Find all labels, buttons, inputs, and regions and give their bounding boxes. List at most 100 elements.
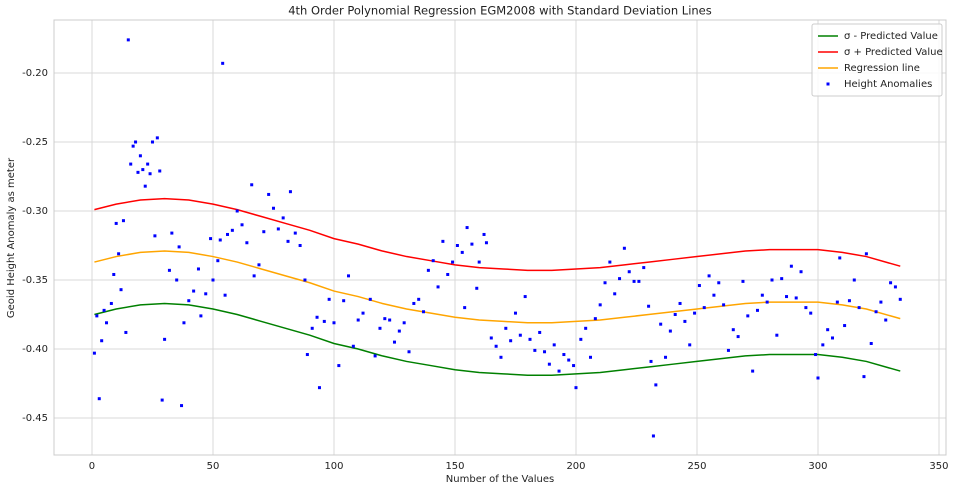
point <box>317 386 321 390</box>
point <box>388 318 392 322</box>
point <box>499 355 503 359</box>
point <box>509 339 513 343</box>
point <box>589 355 593 359</box>
point <box>835 300 839 304</box>
point <box>584 326 588 330</box>
point <box>182 321 186 325</box>
point <box>286 239 290 243</box>
point <box>417 297 421 301</box>
point <box>262 230 266 234</box>
line <box>94 250 901 324</box>
point <box>158 169 162 173</box>
point <box>494 344 498 348</box>
point <box>216 259 220 263</box>
point <box>141 168 145 172</box>
point <box>528 337 532 341</box>
x-tick-label: 200 <box>566 461 585 472</box>
point <box>760 293 764 297</box>
point <box>245 241 249 245</box>
point <box>697 284 701 288</box>
point <box>397 329 401 333</box>
point <box>150 140 154 144</box>
point <box>809 311 813 315</box>
point <box>864 252 868 256</box>
point <box>579 337 583 341</box>
point <box>574 386 578 390</box>
point <box>180 404 184 408</box>
point <box>562 353 566 357</box>
point <box>332 321 336 325</box>
point <box>814 353 818 357</box>
point <box>869 341 873 345</box>
point <box>673 313 677 317</box>
point <box>167 268 171 272</box>
point <box>683 319 687 323</box>
point <box>356 318 360 322</box>
point <box>230 228 234 232</box>
point <box>102 308 106 312</box>
point <box>310 326 314 330</box>
point <box>726 348 730 352</box>
point <box>305 353 309 357</box>
point <box>293 231 297 235</box>
point <box>153 234 157 238</box>
point <box>117 252 121 256</box>
point <box>741 279 745 283</box>
point <box>342 299 346 303</box>
point <box>322 319 326 323</box>
point <box>196 267 200 271</box>
x-tick-label: 300 <box>808 461 827 472</box>
point <box>489 336 493 340</box>
point <box>618 277 622 281</box>
point <box>889 281 893 285</box>
point <box>378 326 382 330</box>
point <box>477 260 481 264</box>
x-tick-label: 100 <box>324 461 343 472</box>
point <box>637 279 641 283</box>
point <box>175 278 179 282</box>
point <box>211 278 215 282</box>
point <box>751 369 755 373</box>
plot-frame <box>53 19 947 456</box>
point <box>659 322 663 326</box>
point <box>838 256 842 260</box>
y-tick-label: -0.25 <box>22 137 48 148</box>
point <box>143 184 147 188</box>
point <box>712 293 716 297</box>
y-tick-label: -0.30 <box>22 206 48 217</box>
point <box>267 192 271 196</box>
point <box>654 383 658 387</box>
point <box>852 278 856 282</box>
point <box>465 226 469 230</box>
x-tick-label: 50 <box>207 461 220 472</box>
legend-label: Height Anomalies <box>844 79 932 90</box>
point <box>785 295 789 299</box>
point <box>647 304 651 308</box>
point <box>221 61 225 65</box>
point <box>218 238 222 242</box>
point <box>146 162 150 166</box>
legend-box <box>811 23 943 97</box>
point <box>361 311 365 315</box>
point <box>436 285 440 289</box>
point <box>226 232 230 236</box>
point <box>121 219 125 223</box>
point <box>368 297 372 301</box>
line <box>94 197 901 272</box>
point <box>547 362 551 366</box>
point <box>100 339 104 343</box>
point <box>688 343 692 347</box>
point <box>170 231 174 235</box>
point <box>567 358 571 362</box>
point <box>780 277 784 281</box>
point <box>163 337 167 341</box>
point <box>518 333 522 337</box>
point <box>847 299 851 303</box>
point <box>298 244 302 248</box>
point <box>831 336 835 340</box>
point <box>523 295 527 299</box>
point <box>816 376 820 380</box>
point <box>843 324 847 328</box>
point <box>898 297 902 301</box>
point <box>126 38 130 42</box>
